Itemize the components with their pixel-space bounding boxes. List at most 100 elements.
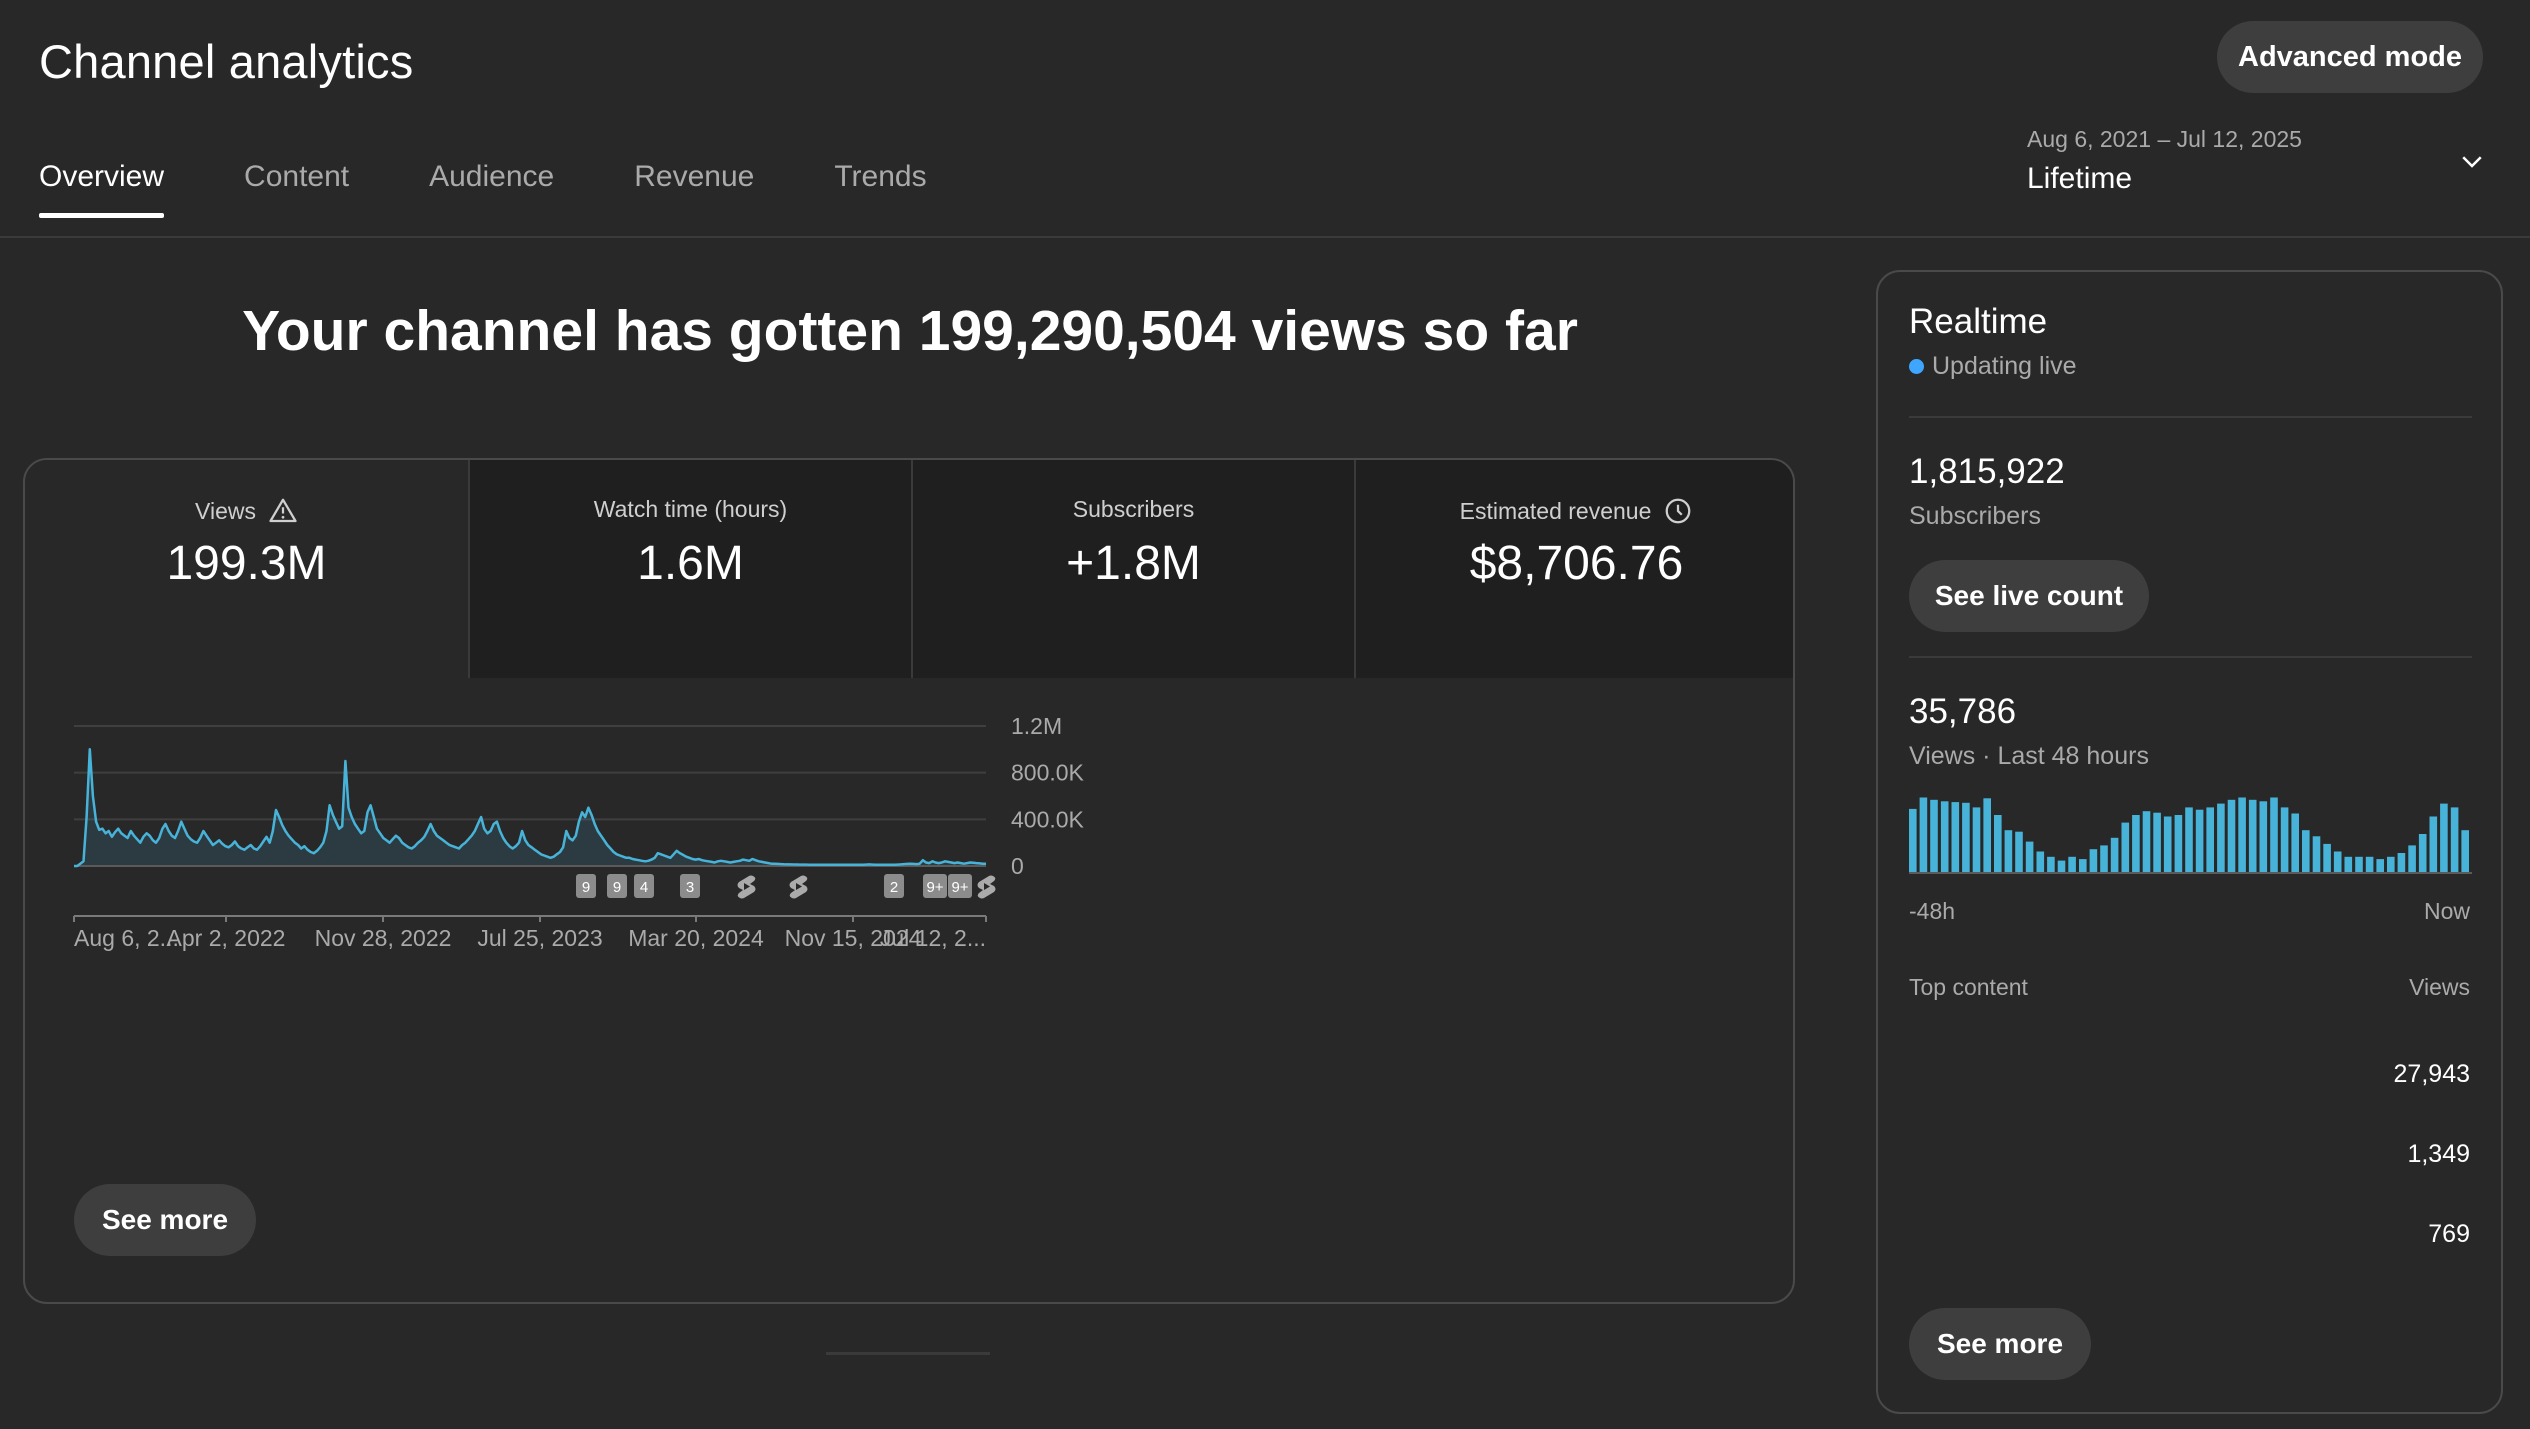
- realtime-bar[interactable]: [2142, 811, 2151, 872]
- realtime-bar[interactable]: [2015, 831, 2023, 872]
- realtime-bar[interactable]: [1940, 801, 1949, 872]
- tab-revenue[interactable]: Revenue: [634, 160, 755, 193]
- realtime-bar[interactable]: [2174, 815, 2183, 872]
- x-tick-label: Mar 20, 2024: [628, 925, 764, 951]
- tab-audience[interactable]: Audience: [429, 160, 555, 193]
- metric-views-label: Views: [195, 497, 256, 524]
- realtime-bar[interactable]: [2185, 807, 2193, 872]
- top-content-row-views[interactable]: 27,943: [2393, 1060, 2470, 1088]
- see-live-count-button[interactable]: See live count: [1909, 560, 2149, 632]
- overview-card: Views 199.3M Watch time (hours) 1.6M Su: [23, 458, 1795, 1304]
- shorts-icon[interactable]: [789, 875, 808, 899]
- realtime-bar[interactable]: [2153, 812, 2161, 872]
- x-tick-label: Aug 6, 2...: [74, 925, 179, 951]
- realtime-bar[interactable]: [2110, 837, 2119, 872]
- realtime-bar[interactable]: [2121, 822, 2130, 872]
- realtime-see-more-button[interactable]: See more: [1909, 1308, 2091, 1380]
- metric-views[interactable]: Views 199.3M: [25, 460, 468, 678]
- realtime-bar[interactable]: [2291, 813, 2299, 873]
- realtime-bar[interactable]: [2280, 807, 2289, 872]
- metric-watch-time[interactable]: Watch time (hours) 1.6M: [468, 460, 911, 678]
- video-marker-label: 4: [640, 879, 648, 896]
- realtime-bar[interactable]: [2418, 834, 2427, 872]
- realtime-subscribers-value: 1,815,922: [1909, 452, 2065, 491]
- realtime-bar[interactable]: [2270, 797, 2278, 873]
- realtime-bar[interactable]: [2057, 860, 2066, 872]
- realtime-bar[interactable]: [2333, 851, 2342, 873]
- realtime-bar[interactable]: [2248, 799, 2257, 872]
- realtime-bar[interactable]: [2004, 830, 2013, 872]
- see-more-button[interactable]: See more: [74, 1184, 256, 1256]
- video-marker-label: 9+: [926, 879, 943, 896]
- tab-overview[interactable]: Overview: [39, 160, 165, 218]
- x-tick-label: Apr 2, 2022: [167, 925, 286, 951]
- realtime-bar[interactable]: [2461, 830, 2469, 872]
- realtime-bar[interactable]: [2302, 830, 2310, 872]
- realtime-bar[interactable]: [2429, 816, 2438, 873]
- realtime-bar[interactable]: [2408, 845, 2416, 872]
- tab-divider: [0, 236, 2530, 238]
- tab-content[interactable]: Content: [244, 160, 350, 193]
- metric-subscribers[interactable]: Subscribers +1.8M: [911, 460, 1354, 678]
- shorts-icon[interactable]: [737, 875, 756, 899]
- date-range-label: Lifetime: [2027, 162, 2133, 195]
- realtime-bar[interactable]: [1951, 802, 1960, 872]
- realtime-bar[interactable]: [2132, 815, 2140, 872]
- realtime-bar[interactable]: [2079, 859, 2087, 872]
- realtime-bar[interactable]: [2217, 803, 2225, 872]
- realtime-card: Realtime Updating live 1,815,922 Subscri…: [1876, 270, 2503, 1414]
- realtime-bar[interactable]: [2323, 843, 2331, 872]
- realtime-bar[interactable]: [1983, 798, 1991, 872]
- metric-revenue-value: $8,706.76: [1469, 537, 1684, 590]
- realtime-live-label: Updating live: [1932, 352, 2077, 380]
- x-tick-label: Nov 28, 2022: [315, 925, 452, 951]
- realtime-bar-chart: [1909, 797, 2472, 874]
- realtime-bar[interactable]: [2387, 856, 2395, 872]
- realtime-title: Realtime: [1909, 302, 2048, 341]
- metric-revenue[interactable]: Estimated revenue $8,706.76: [1354, 460, 1793, 678]
- realtime-bar[interactable]: [1962, 802, 1970, 872]
- realtime-bar[interactable]: [2365, 856, 2374, 872]
- metric-views-value: 199.3M: [166, 537, 327, 590]
- top-content-label: Top content: [1909, 974, 2028, 1000]
- realtime-bar[interactable]: [2163, 816, 2172, 873]
- clock-icon: [1666, 498, 1691, 524]
- realtime-bar[interactable]: [2227, 799, 2236, 872]
- realtime-bar[interactable]: [2089, 849, 2098, 872]
- video-marker-label: 9: [582, 879, 590, 896]
- video-marker-badge: [607, 874, 627, 898]
- realtime-bar[interactable]: [2025, 841, 2034, 872]
- video-marker-badge: [884, 874, 904, 898]
- y-tick-label: 0: [1011, 853, 1024, 879]
- realtime-bar[interactable]: [2195, 809, 2204, 872]
- realtime-bar[interactable]: [2238, 797, 2246, 873]
- top-content-row-views[interactable]: 1,349: [2407, 1140, 2470, 1168]
- realtime-bar[interactable]: [2068, 856, 2076, 872]
- advanced-mode-button[interactable]: Advanced mode: [2217, 21, 2483, 93]
- realtime-bar[interactable]: [2312, 836, 2321, 872]
- realtime-bar[interactable]: [1972, 807, 1981, 872]
- realtime-bar[interactable]: [1919, 797, 1928, 873]
- video-marker-label: 9: [613, 879, 621, 896]
- realtime-bar[interactable]: [2355, 856, 2363, 872]
- metric-subscribers-label: Subscribers: [1072, 496, 1195, 522]
- realtime-bar[interactable]: [2100, 845, 2108, 872]
- realtime-bar[interactable]: [2206, 807, 2214, 872]
- realtime-bar[interactable]: [2450, 807, 2459, 872]
- realtime-bar[interactable]: [1994, 815, 2002, 872]
- realtime-bar[interactable]: [2376, 859, 2384, 872]
- realtime-bar[interactable]: [1930, 799, 1938, 872]
- shorts-icon[interactable]: [977, 875, 996, 899]
- warning-icon: [269, 498, 297, 523]
- realtime-bar[interactable]: [2259, 801, 2268, 872]
- tab-trends[interactable]: Trends: [834, 160, 927, 193]
- realtime-bar[interactable]: [2344, 856, 2353, 872]
- realtime-bar[interactable]: [2440, 803, 2448, 872]
- chevron-down-icon: [2462, 156, 2482, 168]
- top-content-row-views[interactable]: 769: [2428, 1220, 2470, 1248]
- realtime-bar[interactable]: [2036, 851, 2045, 873]
- realtime-bar[interactable]: [2397, 853, 2406, 872]
- realtime-bar[interactable]: [2047, 856, 2055, 872]
- date-range-picker[interactable]: Aug 6, 2021 – Jul 12, 2025 Lifetime: [2027, 122, 2487, 206]
- realtime-bar[interactable]: [1909, 808, 1917, 872]
